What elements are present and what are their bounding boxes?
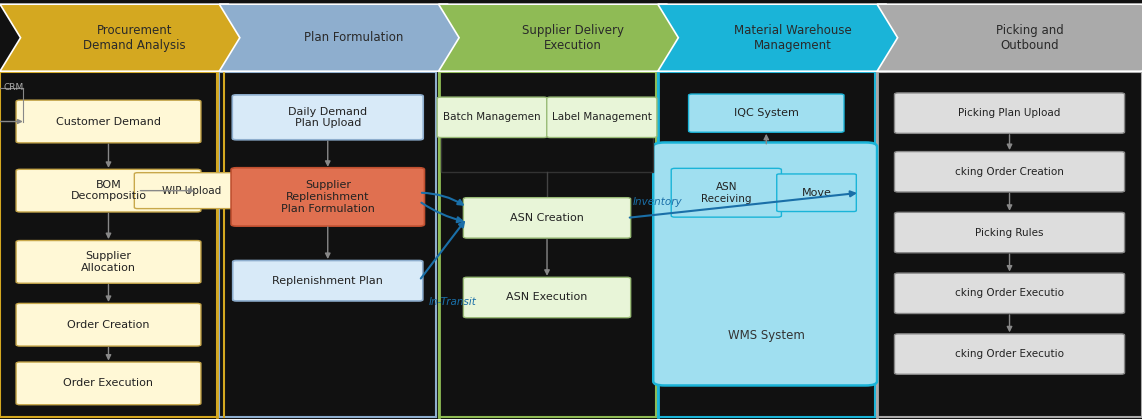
FancyBboxPatch shape [16, 303, 201, 346]
FancyBboxPatch shape [464, 277, 630, 318]
Text: Order Creation: Order Creation [67, 320, 150, 330]
Text: Picking Rules: Picking Rules [975, 228, 1044, 238]
FancyBboxPatch shape [232, 95, 424, 140]
Text: ASN Creation: ASN Creation [510, 213, 584, 223]
Text: BOM
Decompositio: BOM Decompositio [71, 180, 146, 202]
Polygon shape [439, 4, 687, 71]
Text: Replenishment Plan: Replenishment Plan [272, 276, 384, 286]
FancyBboxPatch shape [16, 362, 201, 405]
Text: Label Management: Label Management [552, 112, 652, 122]
FancyBboxPatch shape [16, 100, 201, 143]
Text: cking Order Executio: cking Order Executio [955, 288, 1064, 298]
Text: ASN
Receiving: ASN Receiving [701, 182, 751, 204]
FancyBboxPatch shape [464, 198, 630, 238]
Text: Material Warehouse
Management: Material Warehouse Management [733, 24, 852, 52]
Text: IQC System: IQC System [734, 108, 798, 118]
FancyBboxPatch shape [777, 174, 856, 212]
Text: WIP Upload: WIP Upload [162, 186, 222, 196]
Text: Customer Demand: Customer Demand [56, 116, 161, 127]
Polygon shape [0, 4, 249, 71]
Text: Order Execution: Order Execution [64, 378, 153, 388]
Text: Procurement
Demand Analysis: Procurement Demand Analysis [83, 24, 186, 52]
FancyBboxPatch shape [219, 72, 436, 417]
FancyBboxPatch shape [547, 97, 657, 137]
FancyBboxPatch shape [441, 136, 653, 172]
FancyBboxPatch shape [437, 97, 547, 137]
Text: Batch Managemen: Batch Managemen [443, 112, 541, 122]
Text: Supplier Delivery
Execution: Supplier Delivery Execution [522, 24, 625, 52]
FancyBboxPatch shape [16, 241, 201, 283]
FancyBboxPatch shape [658, 72, 875, 417]
Text: Move: Move [802, 188, 831, 198]
FancyBboxPatch shape [16, 169, 201, 212]
FancyBboxPatch shape [894, 273, 1125, 313]
FancyBboxPatch shape [894, 152, 1125, 192]
FancyBboxPatch shape [233, 261, 423, 301]
Text: In-Transit: In-Transit [428, 297, 476, 307]
FancyBboxPatch shape [231, 168, 425, 226]
FancyBboxPatch shape [135, 173, 249, 209]
Text: WMS System: WMS System [727, 328, 805, 342]
FancyBboxPatch shape [877, 72, 1142, 417]
Text: Daily Demand
Plan Upload: Daily Demand Plan Upload [288, 106, 368, 128]
Polygon shape [219, 4, 468, 71]
Text: ASN Execution: ASN Execution [506, 292, 588, 303]
FancyBboxPatch shape [689, 94, 844, 132]
Text: Picking and
Outbound: Picking and Outbound [996, 24, 1064, 52]
Text: Supplier
Replenishment
Plan Formulation: Supplier Replenishment Plan Formulation [281, 180, 375, 214]
Polygon shape [877, 4, 1142, 71]
FancyBboxPatch shape [439, 72, 656, 417]
FancyBboxPatch shape [894, 212, 1125, 253]
FancyBboxPatch shape [653, 142, 877, 385]
Text: Supplier
Allocation: Supplier Allocation [81, 251, 136, 273]
Text: Inventory: Inventory [633, 197, 682, 207]
Text: cking Order Executio: cking Order Executio [955, 349, 1064, 359]
FancyBboxPatch shape [671, 168, 781, 217]
Text: Picking Plan Upload: Picking Plan Upload [958, 108, 1061, 118]
Text: cking Order Creation: cking Order Creation [955, 167, 1064, 177]
FancyBboxPatch shape [894, 334, 1125, 374]
Text: Plan Formulation: Plan Formulation [304, 31, 404, 44]
Text: CRM: CRM [3, 83, 24, 93]
Polygon shape [658, 4, 907, 71]
FancyBboxPatch shape [0, 72, 217, 417]
FancyBboxPatch shape [894, 93, 1125, 133]
